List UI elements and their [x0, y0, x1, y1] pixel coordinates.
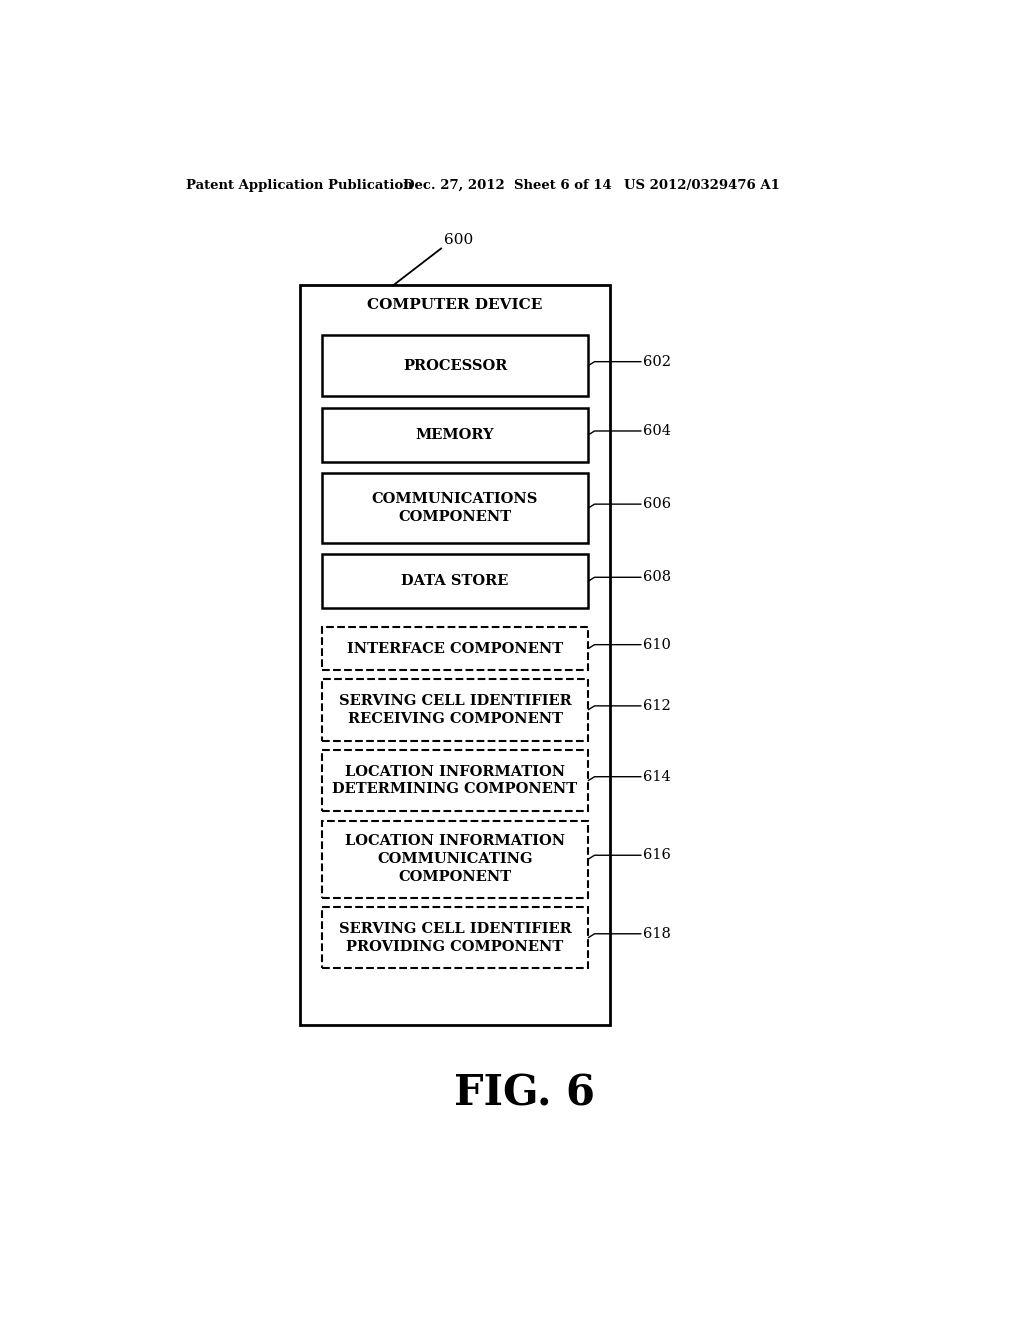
Text: COMPUTER DEVICE: COMPUTER DEVICE — [368, 298, 543, 313]
Text: 606: 606 — [643, 498, 671, 511]
Text: INTERFACE COMPONENT: INTERFACE COMPONENT — [347, 642, 563, 656]
Text: SERVING CELL IDENTIFIER
RECEIVING COMPONENT: SERVING CELL IDENTIFIER RECEIVING COMPON… — [339, 694, 571, 726]
Bar — [322, 907, 589, 969]
Text: 616: 616 — [643, 849, 671, 862]
Text: 618: 618 — [643, 927, 671, 941]
Bar — [322, 678, 589, 741]
Bar — [322, 821, 589, 898]
Bar — [322, 408, 589, 462]
Bar — [322, 627, 589, 669]
Text: LOCATION INFORMATION
DETERMINING COMPONENT: LOCATION INFORMATION DETERMINING COMPONE… — [333, 764, 578, 796]
Bar — [322, 474, 589, 543]
Text: DATA STORE: DATA STORE — [401, 574, 509, 589]
Text: 612: 612 — [643, 698, 671, 713]
Text: 602: 602 — [643, 355, 671, 368]
Text: PROCESSOR: PROCESSOR — [402, 359, 507, 372]
Text: Dec. 27, 2012  Sheet 6 of 14: Dec. 27, 2012 Sheet 6 of 14 — [403, 178, 612, 191]
Text: COMMUNICATIONS
COMPONENT: COMMUNICATIONS COMPONENT — [372, 492, 539, 524]
Text: SERVING CELL IDENTIFIER
PROVIDING COMPONENT: SERVING CELL IDENTIFIER PROVIDING COMPON… — [339, 921, 571, 953]
Bar — [300, 285, 610, 1024]
Bar — [322, 554, 589, 609]
Text: US 2012/0329476 A1: US 2012/0329476 A1 — [624, 178, 780, 191]
Bar — [322, 335, 589, 396]
Text: 614: 614 — [643, 770, 671, 784]
Text: LOCATION INFORMATION
COMMUNICATING
COMPONENT: LOCATION INFORMATION COMMUNICATING COMPO… — [345, 834, 565, 884]
Bar — [322, 750, 589, 812]
Text: 608: 608 — [643, 570, 671, 585]
Text: Patent Application Publication: Patent Application Publication — [186, 178, 413, 191]
Text: FIG. 6: FIG. 6 — [455, 1073, 595, 1115]
Text: 610: 610 — [643, 638, 671, 652]
Text: MEMORY: MEMORY — [416, 428, 495, 442]
Text: 600: 600 — [444, 232, 473, 247]
Text: 604: 604 — [643, 424, 671, 438]
